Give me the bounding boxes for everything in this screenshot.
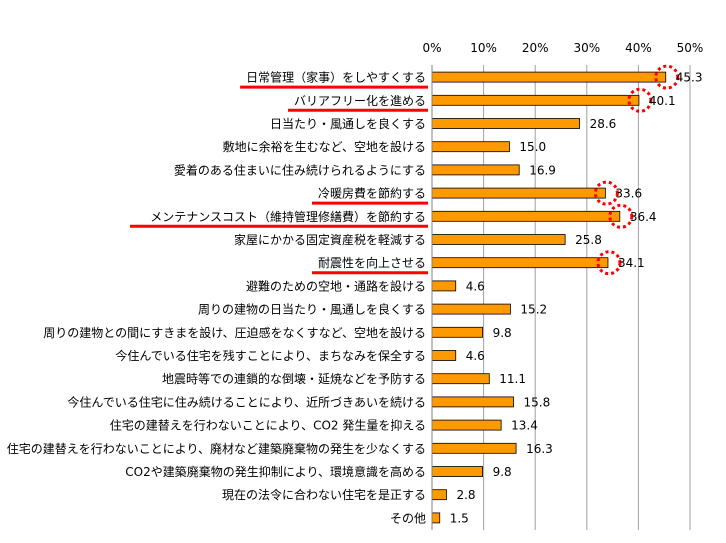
value-label: 16.3 [526,442,553,456]
bar [431,396,514,408]
highlight-underlines [130,85,428,275]
value-label: 25.8 [575,233,602,247]
category-label: 今住んでいる住宅に住み続けることにより、近所づきあいを続ける [67,394,426,409]
bar [431,489,447,501]
value-label: 15.8 [524,395,551,409]
bar [431,164,520,176]
highlight-circles [593,64,680,276]
category-label: 地震時等での連鎖的な倒壊・延焼などを予防する [162,371,426,386]
value-label: 33.6 [615,187,642,201]
category-label: 避難のための空地・通路を設ける [246,278,426,293]
category-label: 敷地に余裕を生むなど、空地を設ける [223,139,426,154]
category-label: 愛着のある住まいに住み続けられるようにする [174,162,426,177]
bar [431,466,483,477]
highlight-circle [608,203,634,229]
highlight-circle [627,87,653,113]
bar [431,419,502,431]
bar [431,326,483,338]
category-label: メンテナンスコスト（維持管理修繕費）を節約する [150,209,426,224]
value-label: 11.1 [499,372,526,386]
value-label: 15.2 [520,303,547,317]
bar [431,71,667,83]
bar [431,350,457,361]
category-label: 日当たり・風通しを良くする [270,116,426,131]
category-label: 住宅の建替えを行わないことにより、CO2 発生量を抑える [110,418,426,433]
bars [431,71,667,524]
bar [431,234,566,245]
category-label: 周りの建物の日当たり・風通しを良くする [198,302,426,317]
value-label: 9.8 [493,465,512,479]
x-tick-label: 10% [470,41,497,55]
bar [431,141,510,153]
highlight-circle [593,180,619,206]
x-tick-label: 20% [522,41,549,55]
category-label: CO2や建築廃棄物の発生抑制により、環境意識を高める [125,464,426,479]
category-label: 冷暖房費を節約する [318,186,426,201]
value-label: 4.6 [466,349,485,363]
bar [431,210,621,222]
value-label: 15.0 [519,140,546,154]
x-tick-label: 40% [625,41,652,55]
value-label: 1.5 [450,511,469,525]
value-label: 13.4 [511,419,538,433]
x-tick-label: 50% [677,41,704,55]
value-labels: 45.340.1 28.6 15.0 16.9 33.6 36.4 25.8 34.1 4.6 1… [450,71,703,526]
bar [431,94,640,106]
category-labels: 日常管理（家事）をしやすくするバリアフリー化を進める日当たり・風通しを良くする敷… [7,70,426,526]
value-label: 34.1 [618,256,645,270]
value-label: 9.8 [493,326,512,340]
value-label: 2.8 [456,488,475,502]
x-axis-ticks: 0% 10% 20% 30% 40% 50% [422,41,703,55]
bar [431,303,511,315]
x-tick-label: 0% [422,41,441,55]
bar [431,257,609,269]
value-label: 40.1 [649,94,676,108]
grid-lines [483,65,691,530]
x-tick-label: 30% [573,41,600,55]
bar [431,118,580,129]
category-label: 耐震性を向上させる [318,255,426,270]
category-label: 家屋にかかる固定資産税を軽減する [234,232,426,247]
category-label: 日常管理（家事）をしやすくする [246,70,426,85]
bar [431,187,606,199]
highlight-circle [596,250,622,276]
category-label: 周りの建物との間にすきまを設け、圧迫感をなくすなど、空地を設ける [43,325,426,340]
category-label: その他 [390,511,426,525]
bar [431,442,517,454]
category-label: バリアフリー化を進める [294,94,426,108]
value-label: 16.9 [529,163,556,177]
value-label: 45.3 [676,71,703,85]
bar [431,373,490,385]
bar [431,280,457,292]
highlight-circle [654,64,680,90]
value-label: 36.4 [630,210,657,224]
bar [431,512,441,524]
value-label: 28.6 [590,117,617,131]
value-label: 4.6 [466,279,485,293]
category-label: 今住んでいる住宅を残すことにより、まちなみを保全する [115,348,426,363]
category-label: 現在の法令に合わない住宅を是正する [222,487,426,502]
category-label: 住宅の建替えを行わないことにより、廃材など建築廃棄物の発生を少なくする [7,441,426,456]
